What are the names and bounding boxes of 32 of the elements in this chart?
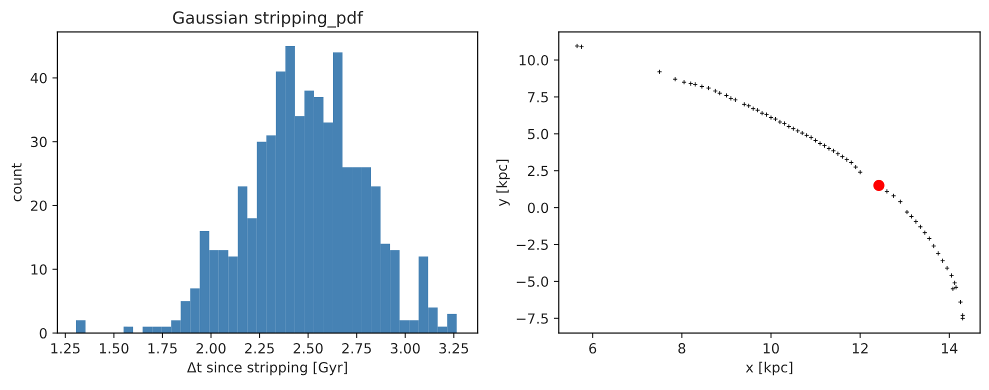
x-tick-label: 12	[852, 343, 868, 354]
y-tick-label: 10	[31, 264, 47, 275]
y-tick-label: 5.0	[528, 128, 548, 140]
y-tick-label: 10.0	[520, 54, 548, 66]
y-tick-label: 20	[30, 200, 47, 211]
y-tick-label: 2.5	[528, 166, 548, 176]
y-tick-label: −5.0	[516, 276, 548, 287]
y-tick-label: 30	[31, 136, 47, 148]
x-tick-label: 1.25	[51, 343, 80, 354]
chart-title: Gaussian stripping_pdf	[173, 10, 364, 28]
x-tick-label: 2.75	[342, 343, 371, 354]
x-tick-label: 2.50	[294, 343, 323, 354]
x-tick-label: 3.00	[390, 343, 420, 354]
y-axis-title: count	[12, 163, 22, 202]
x-axis-title: x [kpc]	[746, 362, 792, 376]
x-tick-label: 3.25	[439, 343, 468, 354]
y-tick-label: −2.5	[516, 239, 548, 250]
y-axis-title: y [kpc]	[496, 160, 510, 206]
x-tick-label: 14	[942, 343, 958, 354]
x-axis-title: Δt since stripping [Gyr]	[187, 362, 347, 376]
y-tick-label: 7.5	[528, 92, 548, 102]
x-tick-label: 6	[589, 343, 596, 354]
x-tick-label: 8	[678, 343, 686, 354]
x-tick-label: 2.00	[196, 343, 226, 354]
x-tick-label: 10	[764, 343, 779, 354]
x-tick-label: 1.50	[100, 343, 128, 354]
y-tick-label: −7.5	[516, 313, 548, 324]
y-tick-label: 40	[30, 72, 47, 84]
y-tick-label: 0.0	[528, 202, 548, 214]
y-tick-label: 0	[40, 328, 47, 339]
x-tick-label: 1.75	[148, 343, 177, 354]
x-tick-label: 2.25	[245, 343, 274, 354]
